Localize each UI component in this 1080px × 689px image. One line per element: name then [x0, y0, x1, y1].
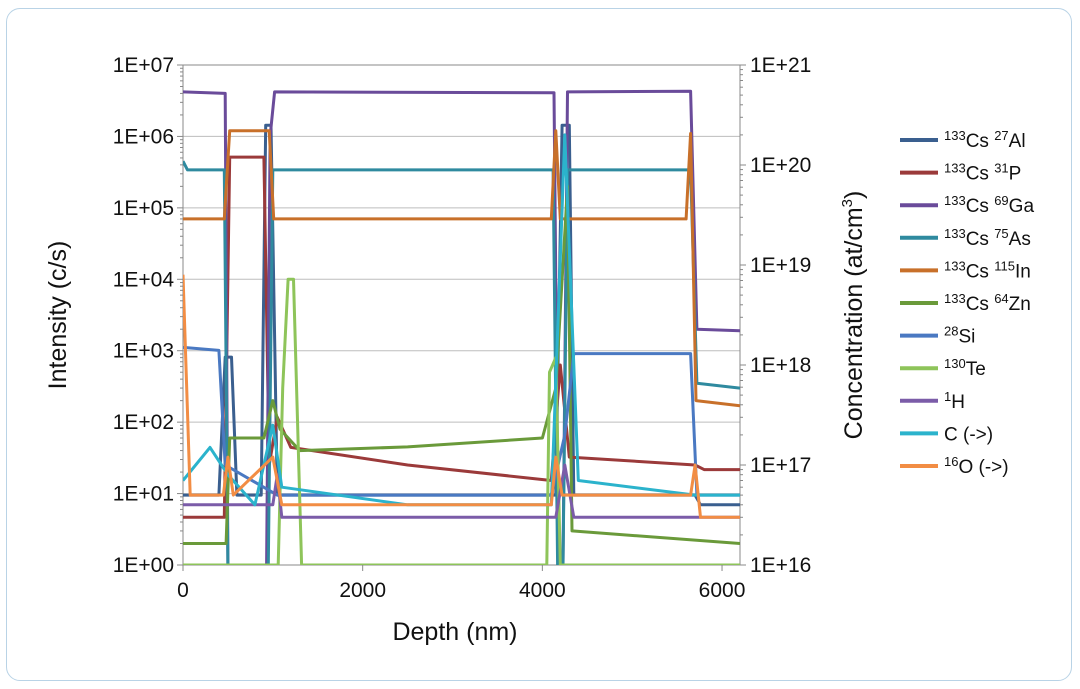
legend-label: 133Cs 75As [944, 226, 1031, 250]
legend-label-sup: 1 [944, 389, 951, 404]
x-tick-label: 4000 [519, 579, 566, 602]
legend-label-sup2: 27 [994, 128, 1008, 143]
y2-axis-title-sup: 3 [839, 199, 856, 207]
legend-label-sup: 133 [944, 291, 966, 306]
y2-axis-title-close: ) [840, 191, 868, 199]
axes: 1E+00 1E+01 1E+02 1E+03 1E+04 1E+05 1E+06 1E+07… [113, 54, 812, 602]
x-tick-label: 6000 [699, 579, 746, 602]
legend-label-sup: 133 [944, 226, 966, 241]
series-line-o [183, 274, 740, 519]
legend-label-tail: Ga [1009, 196, 1035, 217]
legend-item-te: 130Te [900, 356, 986, 380]
legend-label: 133Cs 31P [944, 161, 1021, 185]
y2-tick-label: 1E+18 [750, 354, 811, 377]
legend-label-base: Si [958, 327, 975, 348]
legend-item-si: 28Si [900, 324, 975, 348]
legend-label: 16O (->) [944, 454, 1009, 478]
series-line-h [183, 463, 740, 519]
legend-label-sup2: 115 [994, 258, 1015, 273]
series-line-in [183, 129, 740, 408]
y2-tick-label: 1E+21 [750, 54, 811, 77]
legend-label-tail: Zn [1009, 294, 1031, 315]
y-tick-label: 1E+03 [113, 340, 174, 363]
y-tick-label: 1E+01 [113, 483, 174, 506]
legend-label-sup2: 31 [994, 161, 1008, 176]
legend-label-tail: In [1015, 261, 1031, 282]
series-line-p [183, 155, 740, 519]
legend-label: 28Si [944, 324, 975, 348]
legend-label-sup: 133 [944, 258, 966, 273]
legend-label: 133Cs 115In [944, 258, 1031, 282]
y2-tick-label: 1E+17 [750, 454, 811, 477]
legend-item-ga: 133Cs 69Ga [900, 193, 1034, 217]
legend-label: 1H [944, 389, 965, 413]
y2-tick-label: 1E+20 [750, 154, 811, 177]
legend-label: 130Te [944, 356, 986, 380]
legend-item-as: 133Cs 75As [900, 226, 1031, 250]
y2-axis-title: Concentration (at/cm3) [839, 191, 868, 440]
series-line-ga [183, 89, 740, 565]
y-tick-label: 1E+05 [113, 197, 174, 220]
legend-label: 133Cs 64Zn [944, 291, 1031, 315]
legend-item-p: 133Cs 31P [900, 161, 1021, 185]
legend-label-sup2: 75 [994, 226, 1008, 241]
legend-label-base: H [951, 392, 965, 413]
chart-frame [6, 8, 1072, 681]
x-axis-title: Depth (nm) [392, 618, 517, 646]
legend-label-base: Cs [966, 229, 995, 250]
y-tick-label: 1E+06 [113, 125, 174, 148]
series-line-te [183, 277, 740, 565]
legend-item-al: 133Cs 27Al [900, 128, 1026, 152]
x-tick-label: 0 [177, 579, 189, 602]
legend-item-c: C (->) [900, 424, 993, 445]
legend-label-base: O (->) [958, 457, 1008, 478]
y-tick-label: 1E+04 [113, 268, 175, 291]
legend-item-in: 133Cs 115In [900, 258, 1031, 282]
legend-label-base: Te [966, 359, 986, 380]
y-tick-label: 1E+00 [113, 554, 174, 577]
y-tick-label: 1E+02 [113, 411, 174, 434]
legend-label: 133Cs 27Al [944, 128, 1026, 152]
y2-tick-label: 1E+16 [750, 554, 811, 577]
legend-label-tail: Al [1009, 131, 1026, 152]
series-layer [183, 89, 740, 565]
y-axis-title: Intensity (c/s) [44, 241, 72, 390]
legend-label-base: C (->) [944, 424, 993, 445]
y2-tick-label: 1E+19 [750, 254, 811, 277]
legend-label-base: Cs [966, 294, 995, 315]
legend-label-sup: 28 [944, 324, 958, 339]
x-tick-label: 2000 [339, 579, 386, 602]
legend-label-sup: 133 [944, 193, 966, 208]
legend-label-tail: As [1009, 229, 1031, 250]
legend-label-sup2: 69 [994, 193, 1008, 208]
legend-item-zn: 133Cs 64Zn [900, 291, 1031, 315]
y-tick-label: 1E+07 [113, 54, 174, 77]
legend-label: C (->) [944, 424, 993, 445]
legend-label-base: Cs [966, 196, 995, 217]
legend-label-sup2: 64 [994, 291, 1008, 306]
legend-label-tail: P [1009, 164, 1022, 185]
legend-label-base: Cs [966, 261, 995, 282]
legend-label: 133Cs 69Ga [944, 193, 1034, 217]
legend-label-base: Cs [966, 131, 995, 152]
legend-label-base: Cs [966, 164, 995, 185]
legend-label-sup: 130 [944, 356, 966, 371]
legend-item-o: 16O (->) [900, 454, 1009, 478]
legend-label-sup: 16 [944, 454, 958, 469]
legend-label-sup: 133 [944, 161, 966, 176]
y2-axis-title-main: Concentration (at/cm [840, 207, 868, 439]
legend-item-h: 1H [900, 389, 965, 413]
legend-label-sup: 133 [944, 128, 966, 143]
